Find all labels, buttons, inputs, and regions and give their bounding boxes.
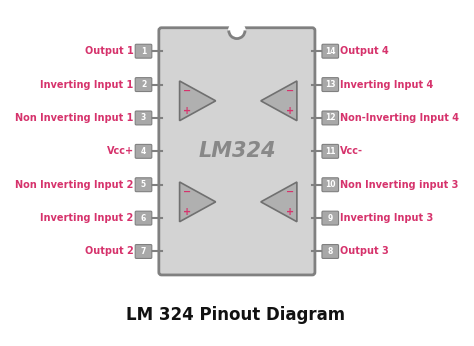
FancyBboxPatch shape xyxy=(322,178,338,192)
Text: −: − xyxy=(286,187,294,197)
Text: +: + xyxy=(286,207,294,217)
Polygon shape xyxy=(180,81,216,121)
FancyBboxPatch shape xyxy=(135,211,152,225)
Text: 5: 5 xyxy=(141,180,146,189)
Text: −: − xyxy=(183,187,191,197)
Text: Inverting Input 4: Inverting Input 4 xyxy=(340,80,433,90)
Text: Inverting Input 3: Inverting Input 3 xyxy=(340,213,433,223)
Text: 2: 2 xyxy=(141,80,146,89)
FancyBboxPatch shape xyxy=(135,44,152,58)
Text: 6: 6 xyxy=(141,213,146,222)
Polygon shape xyxy=(261,182,297,222)
FancyBboxPatch shape xyxy=(135,111,152,125)
FancyBboxPatch shape xyxy=(135,178,152,192)
Polygon shape xyxy=(180,182,216,222)
Text: Output 4: Output 4 xyxy=(340,46,389,56)
FancyBboxPatch shape xyxy=(135,144,152,158)
Text: +: + xyxy=(183,207,191,217)
Text: Non Inverting Input 1: Non Inverting Input 1 xyxy=(15,113,134,123)
Text: −: − xyxy=(183,86,191,96)
Text: 8: 8 xyxy=(328,247,333,256)
Polygon shape xyxy=(261,81,297,121)
FancyBboxPatch shape xyxy=(322,111,338,125)
Text: LM 324 Pinout Diagram: LM 324 Pinout Diagram xyxy=(126,306,345,324)
Text: 3: 3 xyxy=(141,113,146,122)
Text: Non Inverting input 3: Non Inverting input 3 xyxy=(340,180,458,190)
Text: +: + xyxy=(183,106,191,116)
Circle shape xyxy=(229,22,245,38)
FancyBboxPatch shape xyxy=(322,44,338,58)
FancyBboxPatch shape xyxy=(322,211,338,225)
Text: 1: 1 xyxy=(141,47,146,56)
Text: 14: 14 xyxy=(325,47,336,56)
Text: 13: 13 xyxy=(325,80,336,89)
Text: Inverting Input 1: Inverting Input 1 xyxy=(40,80,134,90)
FancyBboxPatch shape xyxy=(322,245,338,258)
FancyBboxPatch shape xyxy=(322,144,338,158)
Text: Output 2: Output 2 xyxy=(85,246,134,256)
Text: Non-Inverting Input 4: Non-Inverting Input 4 xyxy=(340,113,459,123)
Text: Output 1: Output 1 xyxy=(85,46,134,56)
FancyBboxPatch shape xyxy=(135,78,152,92)
Text: Vcc+: Vcc+ xyxy=(107,146,134,156)
Text: Inverting Input 2: Inverting Input 2 xyxy=(40,213,134,223)
FancyBboxPatch shape xyxy=(135,245,152,258)
FancyBboxPatch shape xyxy=(159,28,315,275)
Text: 10: 10 xyxy=(325,180,336,189)
Text: 4: 4 xyxy=(141,147,146,156)
Text: +: + xyxy=(286,106,294,116)
Text: Non Inverting Input 2: Non Inverting Input 2 xyxy=(15,180,134,190)
Text: 12: 12 xyxy=(325,113,336,122)
FancyBboxPatch shape xyxy=(322,78,338,92)
Text: 9: 9 xyxy=(328,213,333,222)
Text: 7: 7 xyxy=(141,247,146,256)
Text: LM324: LM324 xyxy=(198,142,276,161)
Text: −: − xyxy=(286,86,294,96)
Text: 11: 11 xyxy=(325,147,336,156)
Text: Vcc-: Vcc- xyxy=(340,146,363,156)
Text: Output 3: Output 3 xyxy=(340,246,389,256)
